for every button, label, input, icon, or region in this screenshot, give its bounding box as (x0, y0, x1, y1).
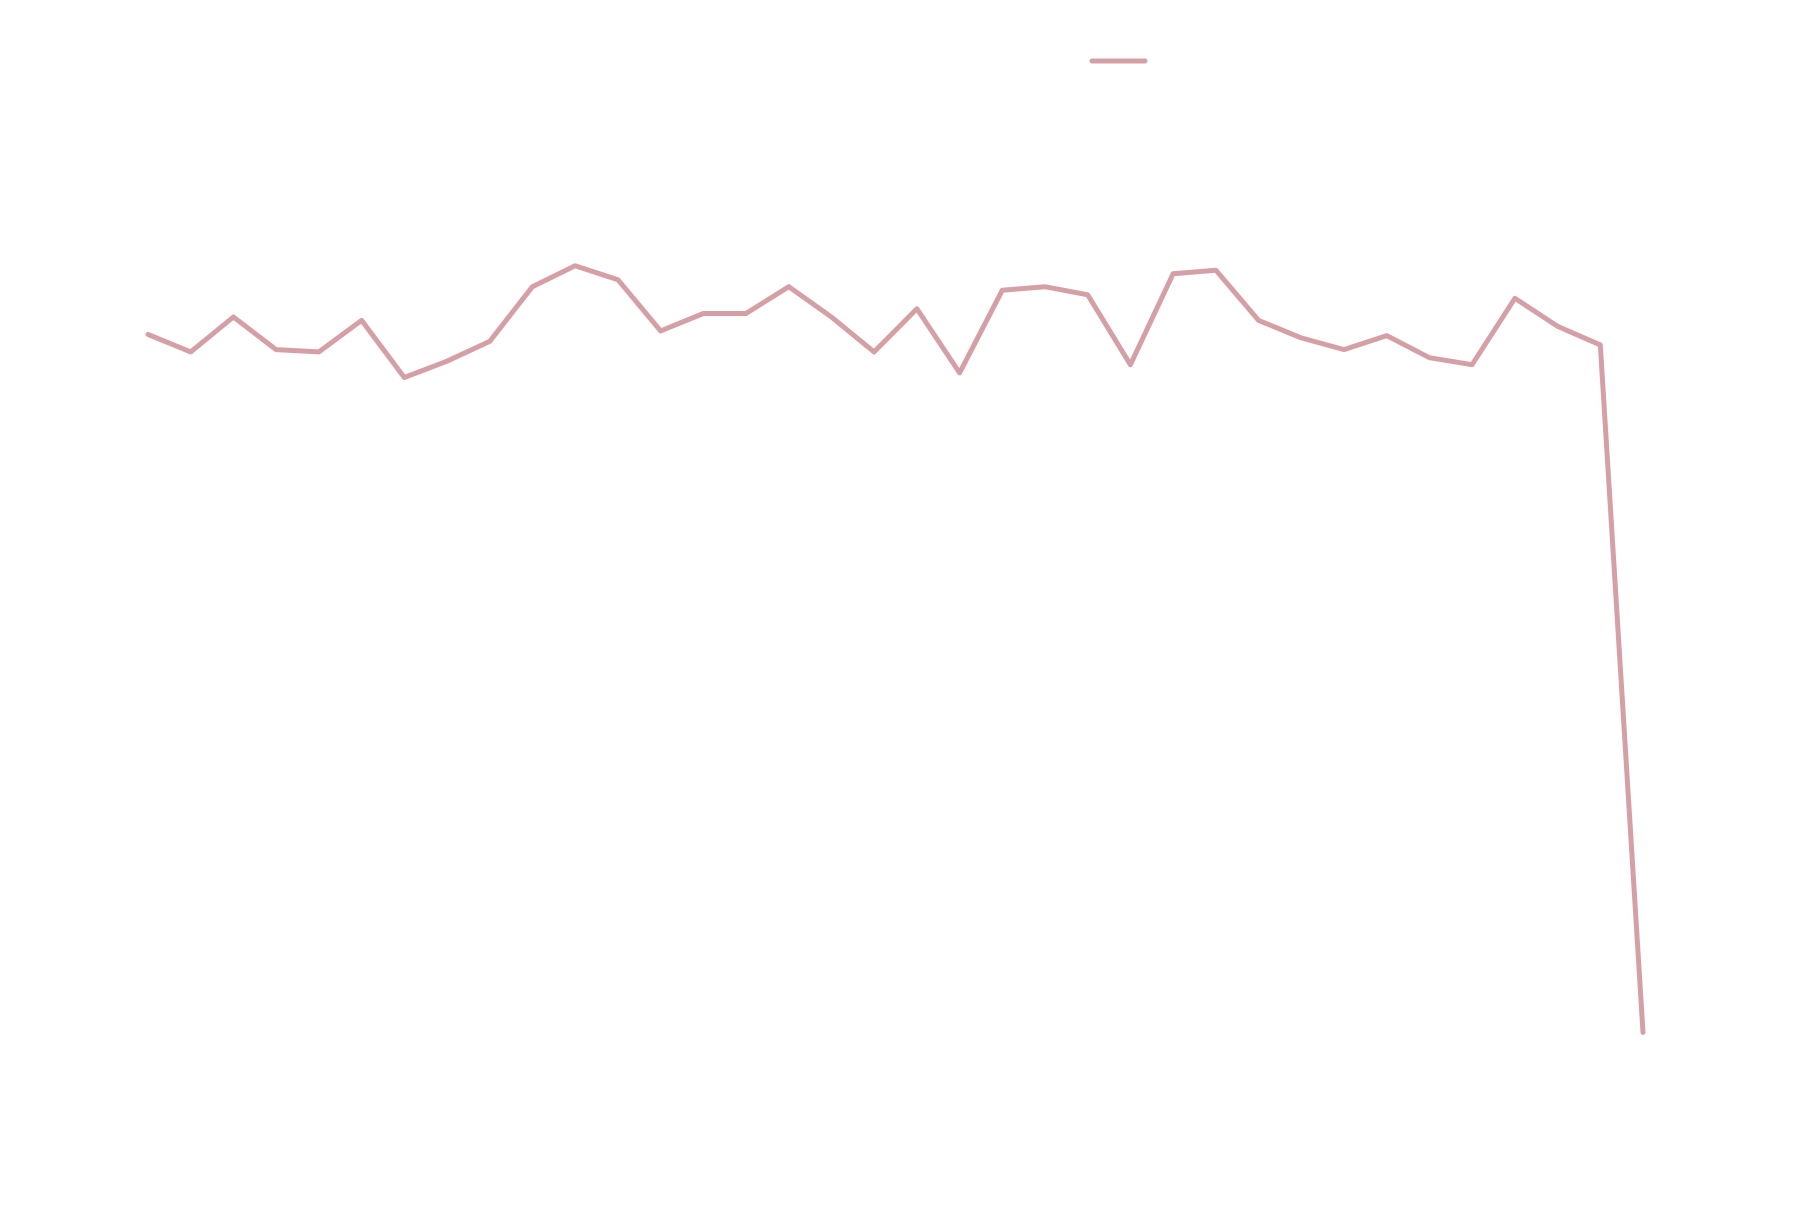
data-line (145, 263, 1646, 1035)
